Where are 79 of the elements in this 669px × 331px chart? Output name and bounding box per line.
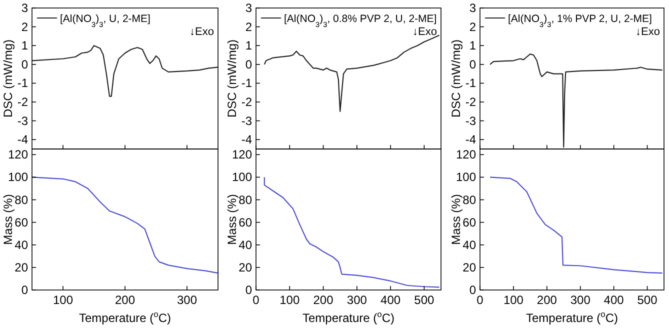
- y-tick-label: 0: [245, 283, 252, 297]
- y-tick-label: -4: [241, 132, 252, 147]
- y-tick-label: -2: [465, 95, 476, 109]
- y-tick-label: 20: [238, 260, 252, 274]
- x-tick-label: 200: [313, 293, 334, 307]
- y-tick-label: 0: [469, 283, 476, 297]
- y-tick-label: -1: [241, 76, 252, 90]
- y-tick-label: 2: [245, 20, 252, 34]
- y-tick-label: 60: [238, 215, 252, 230]
- x-tick-label: 200: [536, 293, 558, 307]
- y-tick-label: 40: [14, 238, 28, 252]
- x-tick-label: 400: [380, 293, 401, 307]
- y-tick-label: 40: [238, 238, 252, 252]
- y-axis-title: Mass (%): [1, 194, 15, 245]
- y-axis-title: Mass (%): [225, 194, 239, 245]
- x-tick-label: 300: [346, 293, 368, 307]
- y-tick-label: 3: [469, 1, 476, 15]
- y-tick-label: -1: [17, 76, 28, 90]
- y-tick-label: -3: [241, 114, 252, 128]
- y-tick-label: 120: [456, 148, 476, 162]
- y-tick-label: 120: [232, 148, 252, 162]
- x-tick-label: 300: [176, 293, 198, 307]
- x-tick-label: 100: [52, 293, 74, 307]
- line-series: [31, 45, 219, 97]
- x-tick-label: 500: [414, 293, 435, 307]
- y-tick-label: -2: [17, 95, 28, 109]
- y-axis-title: DSC (mW/mg): [1, 40, 15, 118]
- y-tick-label: 60: [14, 215, 28, 230]
- x-axis-title: Temperature ($^{o}$C): [302, 309, 395, 325]
- x-axis-title: Temperature ($^{o}$C): [78, 309, 172, 325]
- annotation: ↓Exo: [190, 26, 214, 38]
- y-tick-label: 0: [469, 57, 476, 72]
- y-axis-title: DSC (mW/mg): [449, 40, 463, 118]
- y-tick-label: 100: [456, 170, 476, 184]
- y-tick-label: 1: [21, 38, 28, 53]
- line-series: [489, 176, 663, 274]
- y-tick-label: -2: [241, 95, 252, 109]
- y-tick-label: 1: [469, 38, 476, 53]
- y-tick-label: -1: [465, 76, 476, 90]
- y-tick-label: 2: [469, 20, 476, 34]
- x-tick-label: 100: [280, 293, 300, 307]
- y-tick-label: 80: [238, 192, 252, 207]
- y-tick-label: 0: [21, 283, 28, 297]
- x-tick-label: 500: [637, 293, 658, 307]
- y-tick-label: 60: [462, 215, 476, 230]
- legend-label: [Al(NO$_{3}$)$_{3}$, 1% PVP 2, U, 2-ME]: [508, 13, 652, 28]
- y-tick-label: 3: [21, 1, 28, 15]
- annotation: ↓Exo: [636, 26, 660, 38]
- y-tick-label: -4: [17, 132, 28, 147]
- line-series: [264, 176, 440, 288]
- y-tick-label: 100: [8, 170, 28, 184]
- y-tick-label: 80: [14, 192, 28, 207]
- line-series: [31, 176, 219, 274]
- x-tick-label: 200: [114, 293, 136, 307]
- x-tick-label: 400: [604, 293, 624, 307]
- y-tick-label: -3: [17, 114, 28, 128]
- x-axis-title: Temperature ($^{o}$C): [526, 309, 618, 325]
- legend-label: [Al(NO$_{3}$)$_{3}$, U, 2-ME]: [60, 13, 151, 28]
- y-tick-label: 20: [462, 260, 476, 274]
- y-tick-label: 100: [232, 170, 252, 184]
- y-tick-label: 2: [21, 20, 28, 34]
- annotation: ↓Exo: [412, 26, 437, 38]
- x-tick-label: 100: [503, 293, 524, 307]
- y-axis-title: DSC (mW/mg): [225, 40, 239, 118]
- y-axis-title: Mass (%): [449, 194, 463, 245]
- y-tick-label: 120: [8, 148, 28, 162]
- y-tick-label: 0: [21, 57, 28, 72]
- legend-label: [Al(NO$_{3}$)$_{3}$, 0.8% PVP 2, U, 2-ME]: [284, 13, 437, 28]
- y-tick-label: 40: [462, 238, 476, 252]
- y-tick-label: -3: [465, 114, 476, 128]
- y-tick-label: 0: [245, 57, 252, 72]
- y-tick-label: -4: [465, 132, 476, 147]
- line-series: [489, 54, 663, 148]
- y-tick-label: 1: [245, 38, 252, 53]
- line-series: [264, 34, 440, 112]
- y-tick-label: 80: [462, 192, 476, 207]
- y-tick-label: 3: [245, 1, 252, 15]
- y-tick-label: 20: [14, 260, 28, 274]
- x-tick-label: 300: [570, 293, 591, 307]
